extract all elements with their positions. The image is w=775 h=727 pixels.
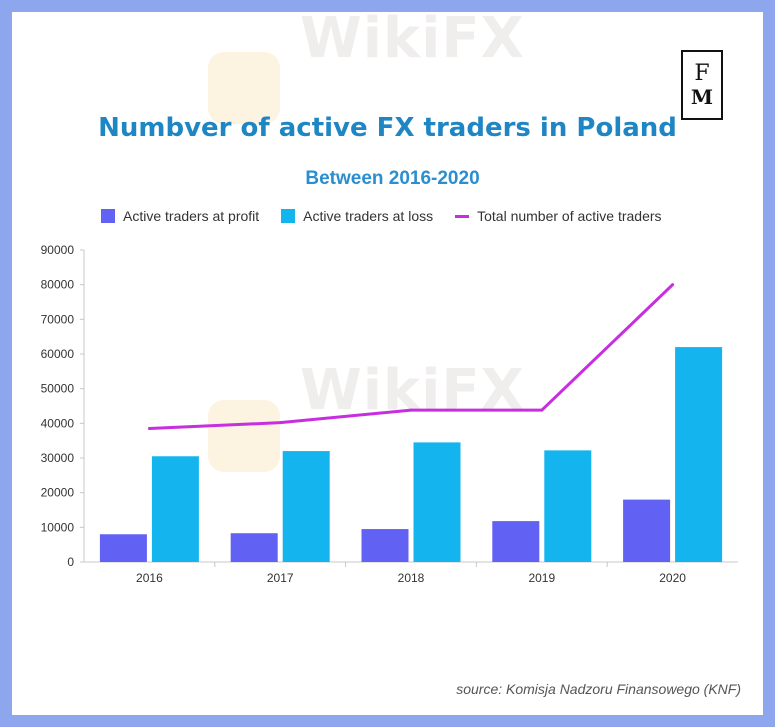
bar-loss-2018 [413, 442, 461, 562]
watermark-badge-top [208, 52, 280, 124]
legend-swatch-loss [281, 209, 296, 223]
y-tick-label: 80000 [41, 278, 75, 292]
chart-subtitle: Between 2016-2020 [305, 168, 480, 189]
bar-profit-2017 [230, 533, 278, 562]
line-point-total-2016 [147, 427, 151, 431]
bar-loss-2019 [544, 450, 592, 562]
legend-item-loss: Active traders at loss [281, 208, 433, 224]
legend-label-profit: Active traders at profit [123, 208, 260, 224]
bar-loss-2017 [282, 451, 330, 562]
chart-title: Numbver of active FX traders in Poland [98, 113, 677, 143]
legend-label-total: Total number of active traders [477, 208, 662, 224]
watermark-badge-middle [208, 400, 280, 472]
chart-legend: Active traders at profit Active traders … [101, 208, 684, 224]
x-tick-label: 2018 [398, 571, 425, 585]
logo-letter-m: M [690, 85, 714, 109]
bar-profit-2020 [623, 499, 671, 562]
bar-profit-2016 [99, 534, 147, 562]
legend-item-profit: Active traders at profit [101, 208, 259, 224]
y-tick-label: 10000 [41, 520, 75, 534]
line-point-total-2020 [671, 283, 675, 287]
bar-profit-2019 [492, 521, 540, 562]
legend-swatch-profit [101, 209, 115, 223]
line-point-total-2017 [278, 421, 282, 425]
chart-frame [12, 12, 763, 715]
y-tick-label: 60000 [41, 347, 75, 361]
bar-loss-2020 [675, 347, 723, 562]
y-tick-label: 90000 [41, 243, 75, 257]
source-note: source: Komisja Nadzoru Finansowego (KNF… [456, 681, 741, 697]
bar-profit-2018 [361, 529, 409, 562]
y-tick-label: 30000 [41, 451, 75, 465]
x-tick-label: 2019 [528, 571, 555, 585]
logo-letter-f: F [694, 61, 710, 86]
x-tick-label: 2020 [659, 571, 686, 585]
x-tick-label: 2016 [136, 571, 163, 585]
legend-item-total: Total number of active traders [455, 208, 662, 224]
fm-logo: F M [681, 50, 723, 120]
x-tick-label: 2017 [267, 571, 294, 585]
y-tick-label: 0 [67, 555, 74, 569]
bar-loss-2016 [151, 456, 199, 562]
y-tick-label: 50000 [41, 382, 75, 396]
legend-label-loss: Active traders at loss [303, 208, 434, 224]
legend-swatch-total [455, 214, 470, 218]
y-tick-label: 20000 [41, 486, 75, 500]
y-tick-label: 70000 [41, 312, 75, 326]
line-point-total-2018 [409, 408, 413, 412]
line-point-total-2019 [540, 408, 544, 412]
line-total-active-traders [149, 283, 674, 431]
y-tick-label: 40000 [41, 416, 75, 430]
